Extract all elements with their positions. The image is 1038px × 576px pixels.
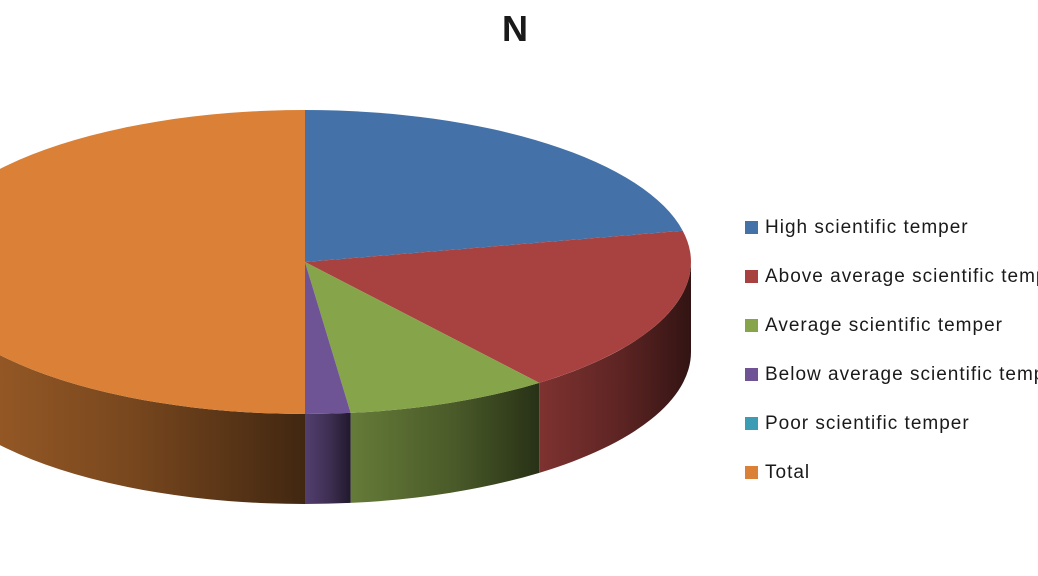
pie-top [0, 110, 691, 414]
legend-label: Average scientific temper [765, 314, 1003, 336]
pie-side-2 [350, 382, 540, 503]
legend-label: Below average scientific temper [765, 363, 1038, 385]
legend-item: Average scientific temper [745, 301, 1038, 350]
pie-slice-3 [305, 262, 351, 414]
legend-item: Above average scientific temper [745, 252, 1038, 301]
legend-item: High scientific temper [745, 203, 1038, 252]
chart-title: N [502, 8, 528, 49]
pie-slice-2 [305, 262, 540, 413]
legend-label: Poor scientific temper [765, 412, 970, 434]
legend-swatch [745, 221, 758, 234]
legend-swatch [745, 368, 758, 381]
legend-swatch [745, 319, 758, 332]
legend-item: Total [745, 448, 1038, 497]
legend-swatch [745, 466, 758, 479]
pie-slice-0 [305, 110, 683, 262]
legend-label: Above average scientific temper [765, 265, 1038, 287]
legend-label: Total [765, 461, 811, 483]
legend-item: Poor scientific temper [745, 399, 1038, 448]
legend-swatch [745, 270, 758, 283]
legend: High scientific temper Above average scie… [745, 203, 1038, 497]
legend-label: High scientific temper [765, 216, 969, 238]
pie-slice-5 [0, 110, 305, 414]
pie-side-3 [305, 412, 351, 504]
legend-item: Below average scientific temper [745, 350, 1038, 399]
pie-side-1 [539, 262, 691, 473]
pie-sides [0, 262, 691, 504]
pie-slice-1 [305, 230, 691, 383]
legend-swatch [745, 417, 758, 430]
pie-side-5 [0, 355, 305, 504]
